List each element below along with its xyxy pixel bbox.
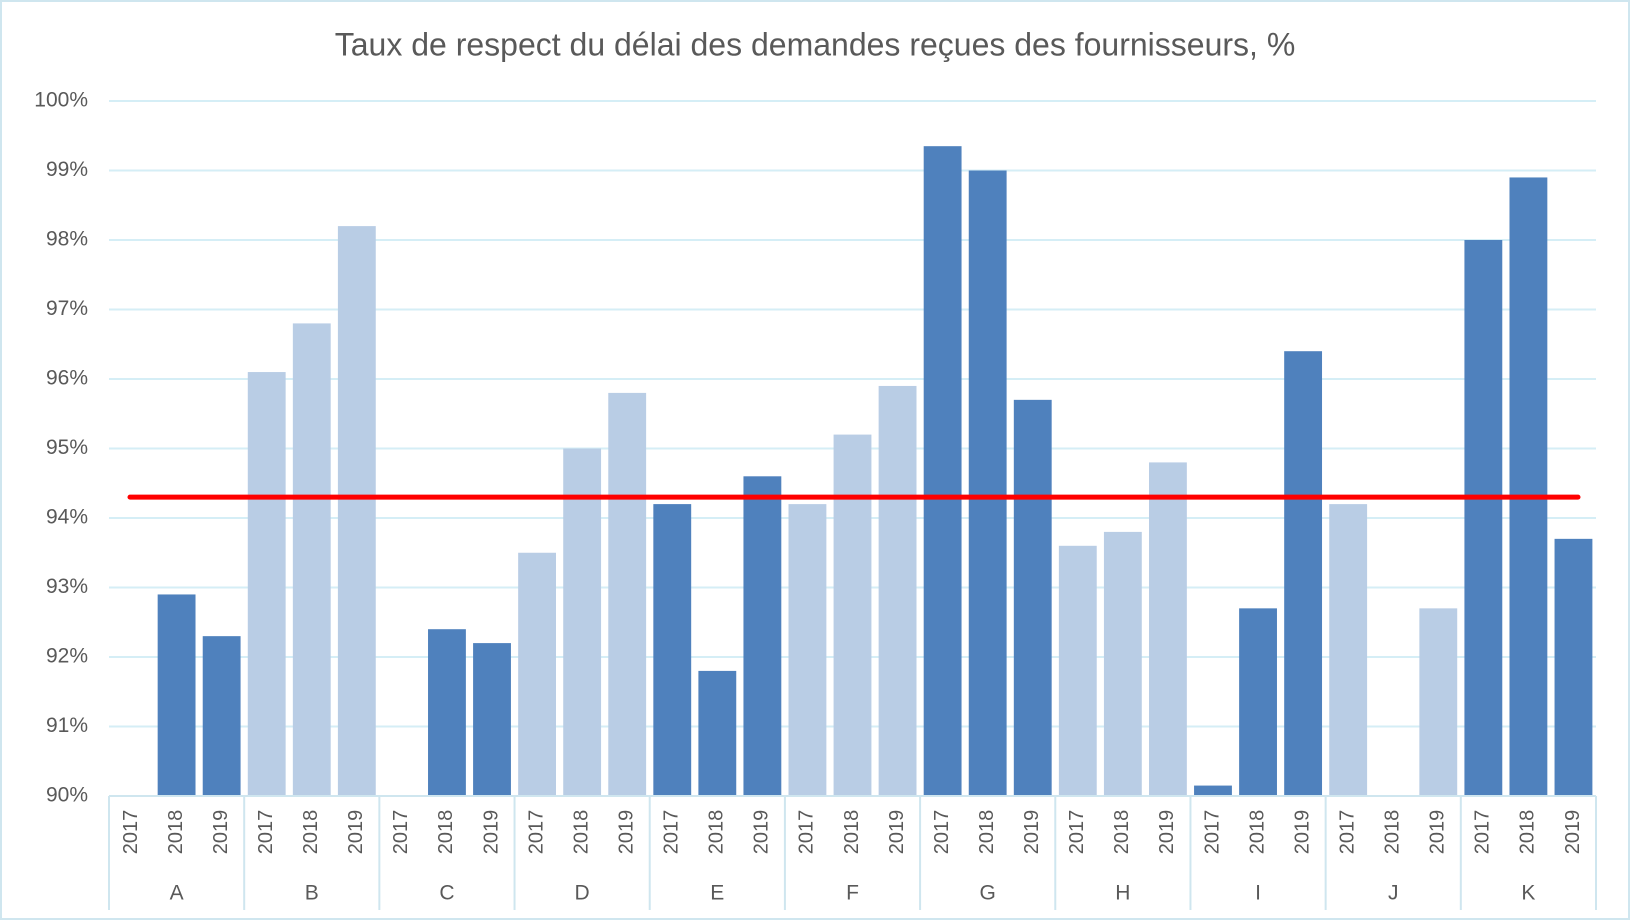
bar [1148,462,1187,796]
bar [1284,351,1323,796]
x-tick-label: 2019 [1021,810,1043,855]
x-tick-label: 2019 [1291,810,1313,855]
bar [1013,399,1052,796]
x-tick-label: 2019 [345,810,367,855]
x-tick-label: 2017 [390,810,412,855]
x-tick-label: 2018 [841,810,863,855]
bar [157,594,196,796]
bar [788,504,827,796]
chart-title: Taux de respect du délai des demandes re… [335,26,1296,62]
group-label: H [1115,882,1130,905]
x-tick-label: 2019 [210,810,232,855]
bar [337,226,376,797]
bar [923,146,962,797]
bar [653,504,692,796]
group-label: A [170,882,184,905]
bar [563,448,602,796]
bar [833,434,872,796]
y-tick-label: 93% [46,575,88,598]
bar [1103,531,1142,796]
group-label: K [1521,882,1535,905]
y-tick-label: 97% [46,297,88,320]
x-tick-label: 2018 [976,810,998,855]
y-tick-label: 91% [46,714,88,737]
bar [292,323,331,796]
bar [1554,538,1593,796]
y-tick-label: 99% [46,158,88,181]
y-tick-label: 98% [46,228,88,251]
bar [878,385,917,796]
x-tick-label: 2018 [300,810,322,855]
group-label: D [575,882,590,905]
x-tick-label: 2019 [1562,810,1584,855]
x-tick-label: 2017 [661,810,683,855]
y-tick-label: 95% [46,436,88,459]
x-tick-label: 2019 [1427,810,1449,855]
y-tick-label: 92% [46,645,88,668]
bar [247,372,286,796]
x-tick-label: 2017 [1201,810,1223,855]
x-tick-label: 2019 [1156,810,1178,855]
x-tick-label: 2017 [931,810,953,855]
bar [1419,608,1458,796]
x-tick-label: 2018 [1382,810,1404,855]
group-label: I [1255,882,1261,905]
group-label: E [710,882,724,905]
x-tick-label: 2019 [886,810,908,855]
group-label: J [1388,882,1399,905]
x-tick-label: 2017 [796,810,818,855]
x-tick-label: 2017 [1066,810,1088,855]
y-tick-label: 96% [46,367,88,390]
bar [1239,608,1277,796]
bar [473,643,511,796]
bar [1194,785,1232,796]
y-tick-label: 100% [34,89,88,112]
bar [518,552,557,796]
x-tick-label: 2017 [1472,810,1494,855]
x-tick-label: 2017 [525,810,547,855]
x-tick-label: 2017 [255,810,277,855]
x-tick-label: 2019 [615,810,637,855]
x-tick-label: 2017 [1336,810,1358,855]
x-tick-label: 2018 [1517,810,1539,855]
bar [608,392,647,796]
y-tick-label: 94% [46,506,88,529]
group-label: B [305,882,319,905]
bar [1509,177,1548,796]
x-tick-label: 2018 [1246,810,1268,855]
x-tick-label: 2018 [435,810,457,855]
group-label: C [439,882,454,905]
x-tick-label: 2019 [751,810,773,855]
group-label: G [980,882,996,905]
x-tick-label: 2018 [706,810,728,855]
bar [968,170,1007,796]
bar [743,476,782,796]
bar [1464,240,1503,796]
bar [428,629,466,796]
x-tick-label: 2018 [1111,810,1133,855]
x-tick-label: 2018 [570,810,592,855]
group-label: F [846,882,859,905]
bar [1329,504,1368,796]
x-tick-label: 2018 [165,810,187,855]
x-tick-label: 2017 [120,810,142,855]
bar [698,670,737,796]
bar [202,636,241,796]
x-tick-label: 2019 [480,810,502,855]
y-tick-label: 90% [46,784,88,807]
bar [1058,545,1097,796]
